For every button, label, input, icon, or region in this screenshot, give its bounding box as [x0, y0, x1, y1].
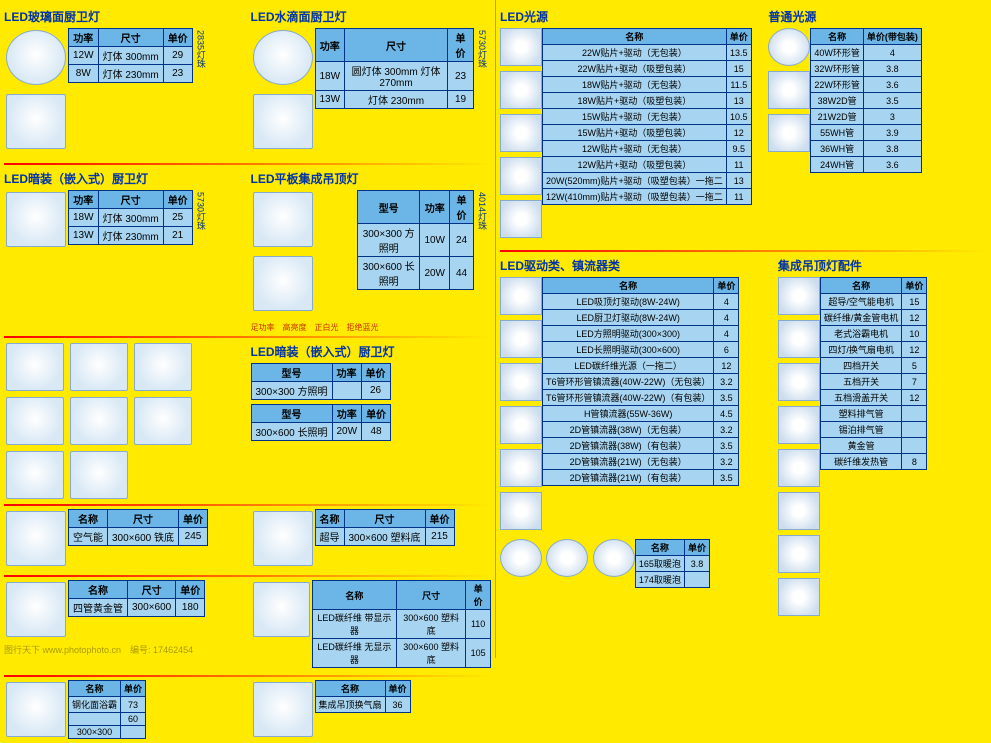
- title-dark1: LED暗装（嵌入式）厨卫灯: [4, 170, 245, 187]
- table-carbon: 名称尺寸单价 LED碳纤维 带显示器300×600 塑料底110 LED碳纤维 …: [312, 580, 491, 668]
- product-image: [253, 582, 310, 637]
- title-source: LED光源: [500, 8, 762, 25]
- title-water: LED水滴面厨卫灯: [251, 8, 492, 25]
- product-image: [253, 682, 313, 737]
- gallery-dark2: [4, 341, 245, 501]
- product-images: [500, 28, 542, 243]
- product-images: [251, 190, 357, 318]
- table-fan: 名称单价 集成吊顶换气扇36: [315, 680, 411, 713]
- product-image: [6, 582, 66, 637]
- table-bulb: 名称单价 165取暖泡3.8 174取暖泡: [635, 539, 710, 588]
- table-air: 名称尺寸单价 空气能300×600 铁底245: [68, 509, 208, 546]
- product-images: [4, 190, 68, 254]
- table-gold: 名称尺寸单价 四管黄金管300×600180: [68, 580, 205, 617]
- title-driver: LED驱动类、镇流器类: [500, 257, 772, 274]
- beads-label: 5730灯珠: [474, 28, 491, 70]
- table-dark2b: 型号功率单价 300×600 长照明20W48: [251, 404, 392, 441]
- watermark: 图行天下 www.photophoto.cn 编号: 17462454: [4, 643, 193, 656]
- beads-label: 2835灯珠: [193, 28, 210, 70]
- table-dark1: 功率尺寸单价 18W灯体 300mm25 13W灯体 230mm21: [68, 190, 193, 245]
- beads-label: 5730灯珠: [193, 190, 210, 232]
- table-water: 功率尺寸单价 18W圆灯体 300mm 灯体 270mm23 13W灯体 230…: [315, 28, 475, 109]
- table-super: 名称尺寸单价 超导300×600 塑料底215: [315, 509, 455, 546]
- product-image: [6, 682, 66, 737]
- product-images: [251, 28, 315, 156]
- product-images: [500, 539, 635, 582]
- beads-label: 4014灯珠: [474, 190, 491, 232]
- table-driver: 名称单价 LED吸顶灯驱动(8W-24W)4 LED厨卫灯驱动(8W-24W)4…: [542, 277, 739, 486]
- table-normal: 名称单价(带包装) 40W环形管4 32W环形管3.8 22W环形管3.6 38…: [810, 28, 922, 173]
- product-images: [778, 277, 820, 621]
- product-images: [500, 277, 542, 535]
- product-images: [768, 28, 810, 157]
- table-dark2a: 型号功率单价 300×300 方照明26: [251, 363, 391, 400]
- table-glass: 功率尺寸单价 12W灯体 300mm29 8W灯体 230mm23: [68, 28, 193, 83]
- table-bath: 名称单价 钢化面浴霸73 60 300×300: [68, 680, 146, 739]
- title-dark2: LED暗装（嵌入式）厨卫灯: [251, 343, 492, 360]
- table-accessory: 名称单价 超导/空气能电机15 碳纤维/黄金管电机12 老式浴霸电机10 四灯/…: [820, 277, 928, 470]
- product-image: [6, 511, 66, 566]
- title-accessory: 集成吊顶灯配件: [778, 257, 987, 274]
- title-glass: LED玻璃面厨卫灯: [4, 8, 245, 25]
- product-image: [253, 511, 313, 566]
- title-flat: LED平板集成吊顶灯: [251, 170, 492, 187]
- table-flat: 型号功率单价 300×300 方照明10W24 300×600 长照明20W44: [357, 190, 474, 290]
- product-images: [4, 28, 68, 156]
- title-normal: 普通光源: [768, 8, 987, 25]
- table-source: 名称单价 22W贴片+驱动（无包装）13.5 22W贴片+驱动（吸塑包装）15 …: [542, 28, 752, 205]
- flat-note: 足功率 高亮度 正白光 拒绝蓝光: [251, 322, 492, 333]
